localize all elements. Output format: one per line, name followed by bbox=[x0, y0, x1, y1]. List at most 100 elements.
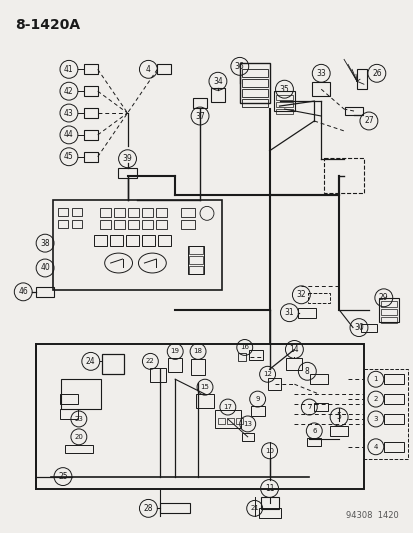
Bar bbox=[236, 418, 243, 424]
Bar bbox=[192, 98, 206, 108]
Text: 38: 38 bbox=[40, 239, 50, 248]
Bar bbox=[60, 409, 78, 419]
Bar bbox=[181, 220, 195, 229]
Bar bbox=[100, 220, 111, 229]
Bar bbox=[237, 353, 245, 361]
Text: 35: 35 bbox=[279, 85, 289, 94]
Bar bbox=[286, 358, 301, 370]
Bar bbox=[114, 220, 125, 229]
Bar bbox=[323, 158, 363, 193]
Bar bbox=[267, 378, 281, 390]
Text: 2: 2 bbox=[373, 396, 377, 402]
Bar bbox=[83, 152, 97, 161]
Text: 25: 25 bbox=[58, 472, 68, 481]
Text: 13: 13 bbox=[242, 421, 252, 427]
Bar bbox=[142, 235, 154, 246]
Bar bbox=[241, 433, 253, 441]
Text: 24: 24 bbox=[86, 357, 95, 366]
Bar bbox=[383, 374, 403, 384]
Text: 10: 10 bbox=[264, 448, 273, 454]
Bar bbox=[83, 108, 97, 118]
Bar bbox=[196, 394, 214, 408]
Bar bbox=[100, 208, 111, 217]
Bar bbox=[102, 354, 123, 374]
Bar bbox=[227, 418, 234, 424]
Text: 43: 43 bbox=[64, 109, 74, 118]
Text: 30: 30 bbox=[353, 323, 363, 332]
Text: 41: 41 bbox=[64, 65, 74, 74]
Text: 8-1420A: 8-1420A bbox=[15, 18, 80, 31]
Text: 31: 31 bbox=[284, 308, 294, 317]
Bar bbox=[248, 350, 262, 360]
Bar bbox=[150, 368, 166, 382]
Bar bbox=[189, 246, 202, 254]
Bar bbox=[360, 324, 376, 332]
Text: 33: 33 bbox=[316, 69, 325, 78]
Bar bbox=[211, 88, 224, 102]
Text: 14: 14 bbox=[289, 345, 299, 354]
Bar bbox=[188, 246, 204, 274]
Text: 34: 34 bbox=[213, 77, 222, 86]
Bar bbox=[53, 200, 221, 290]
Bar bbox=[241, 79, 267, 87]
Text: 26: 26 bbox=[371, 69, 381, 78]
Text: 19: 19 bbox=[170, 349, 179, 354]
Bar bbox=[142, 220, 152, 229]
Text: 45: 45 bbox=[64, 152, 74, 161]
Bar bbox=[114, 208, 125, 217]
Text: 37: 37 bbox=[195, 111, 204, 120]
Bar bbox=[313, 403, 328, 411]
Text: 39: 39 bbox=[122, 154, 132, 163]
Bar bbox=[142, 208, 152, 217]
Bar bbox=[189, 266, 202, 274]
Bar bbox=[380, 309, 396, 314]
Bar bbox=[155, 208, 166, 217]
Bar bbox=[72, 220, 82, 228]
Bar bbox=[65, 445, 93, 453]
Text: 8: 8 bbox=[304, 367, 309, 376]
Bar bbox=[241, 99, 267, 107]
Text: 4: 4 bbox=[373, 444, 377, 450]
Text: 16: 16 bbox=[240, 344, 249, 351]
Bar bbox=[128, 208, 139, 217]
Bar bbox=[61, 379, 100, 409]
Bar bbox=[275, 109, 293, 114]
Bar bbox=[344, 107, 362, 115]
Bar bbox=[275, 102, 293, 107]
Bar bbox=[157, 235, 170, 246]
Bar bbox=[72, 208, 82, 216]
Text: 12: 12 bbox=[263, 372, 271, 377]
Bar bbox=[239, 63, 269, 103]
Text: 18: 18 bbox=[193, 349, 202, 354]
Bar bbox=[356, 69, 366, 89]
Bar bbox=[160, 503, 190, 513]
Bar bbox=[308, 293, 330, 303]
Text: 32: 32 bbox=[296, 290, 306, 300]
Bar bbox=[191, 359, 204, 375]
Text: 40: 40 bbox=[40, 263, 50, 272]
Bar bbox=[298, 308, 316, 318]
Text: 28: 28 bbox=[143, 504, 153, 513]
Bar bbox=[126, 235, 139, 246]
Bar bbox=[214, 410, 240, 428]
Bar bbox=[306, 438, 320, 446]
Bar bbox=[83, 64, 97, 74]
Bar bbox=[241, 69, 267, 77]
Text: 36: 36 bbox=[234, 62, 244, 71]
Text: 9: 9 bbox=[255, 396, 259, 402]
Bar bbox=[383, 414, 403, 424]
Text: 29: 29 bbox=[378, 293, 388, 302]
Bar bbox=[117, 168, 137, 177]
Text: 46: 46 bbox=[18, 287, 28, 296]
Bar bbox=[380, 317, 396, 322]
Text: 27: 27 bbox=[363, 117, 373, 125]
Bar bbox=[383, 394, 403, 404]
Bar bbox=[330, 426, 347, 436]
Bar bbox=[155, 220, 166, 229]
Bar bbox=[275, 95, 293, 100]
Bar bbox=[94, 235, 107, 246]
Bar bbox=[83, 130, 97, 140]
Bar bbox=[58, 208, 68, 216]
Text: 5: 5 bbox=[336, 413, 341, 422]
Bar bbox=[58, 220, 68, 228]
